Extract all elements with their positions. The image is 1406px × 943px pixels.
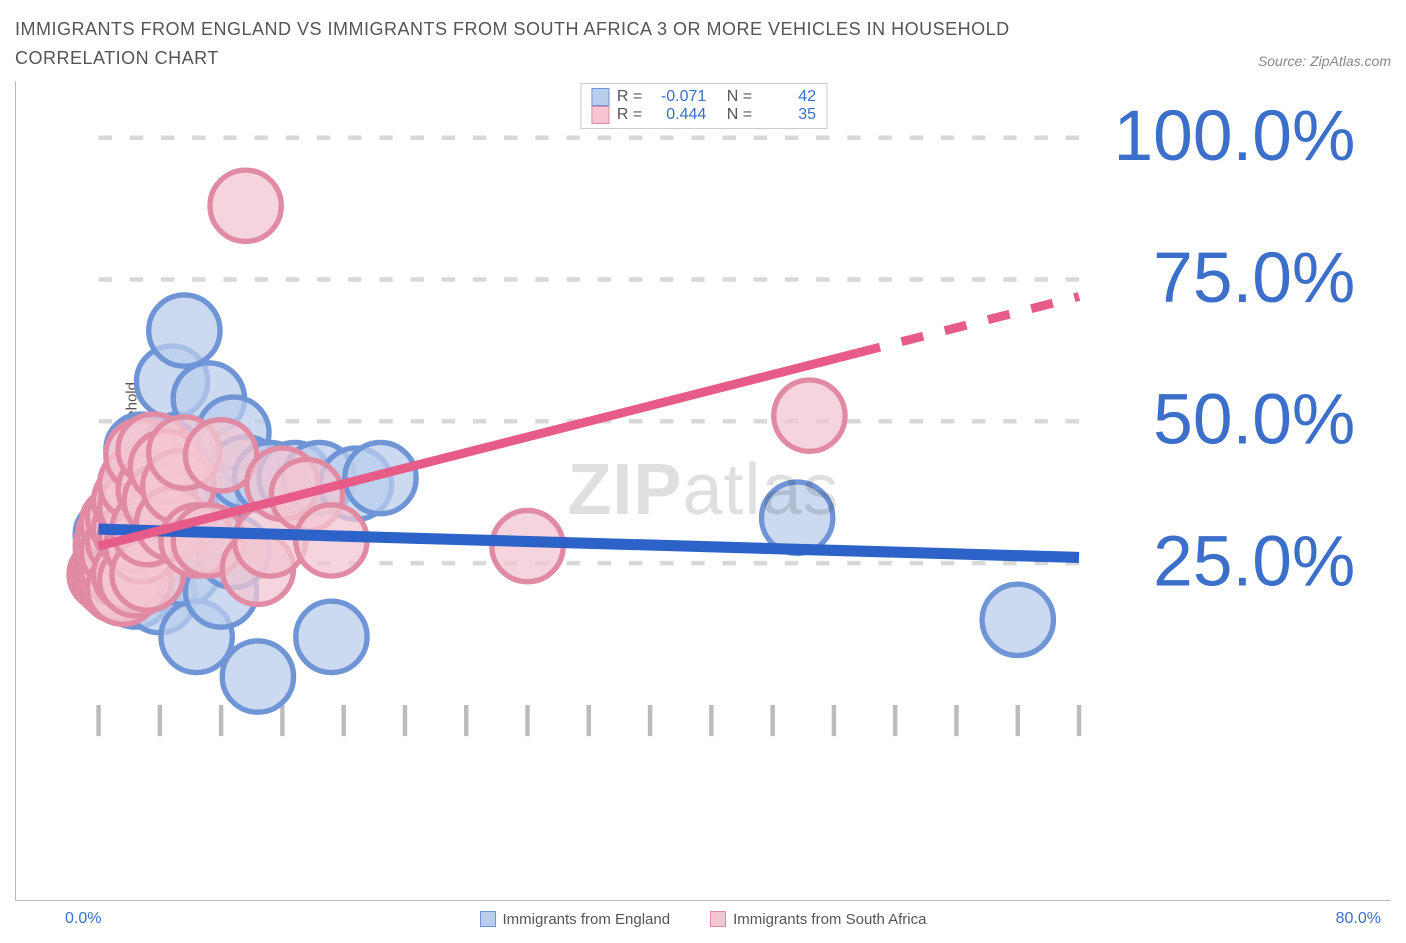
legend-label-2: Immigrants from South Africa [733, 911, 926, 928]
svg-text:100.0%: 100.0% [1114, 96, 1356, 176]
stats-row: R = -0.071 N = 42 [591, 88, 816, 106]
svg-text:25.0%: 25.0% [1153, 521, 1355, 601]
stats-legend-box: R = -0.071 N = 42 R = 0.444 N = 35 [580, 83, 827, 129]
stats-swatch [591, 88, 609, 106]
chart-container: 3 or more Vehicles in Household 25.0%50.… [15, 81, 1391, 901]
stats-r-label: R = [617, 106, 642, 124]
stats-r-label: R = [617, 88, 642, 106]
legend-item-2: Immigrants from South Africa [710, 911, 926, 928]
bottom-legend: 0.0% Immigrants from England Immigrants … [15, 911, 1391, 928]
stats-n-value: 42 [760, 88, 816, 106]
stats-n-label: N = [727, 88, 752, 106]
svg-text:75.0%: 75.0% [1153, 237, 1355, 317]
stats-n-label: N = [727, 106, 752, 124]
legend-swatch-1 [480, 911, 496, 927]
stats-swatch [591, 106, 609, 124]
stats-r-value: -0.071 [650, 88, 706, 106]
legend-label-1: Immigrants from England [503, 911, 671, 928]
chart-title: IMMIGRANTS FROM ENGLAND VS IMMIGRANTS FR… [15, 15, 1115, 73]
scatter-plot: 25.0% 50.0% 75.0% 100.0% [54, 81, 1391, 750]
legend-swatch-2 [710, 911, 726, 927]
x-axis-max: 80.0% [1336, 910, 1381, 928]
x-axis-min: 0.0% [65, 910, 101, 928]
stats-r-value: 0.444 [650, 106, 706, 124]
source-label: Source: ZipAtlas.com [1258, 53, 1391, 73]
stats-row: R = 0.444 N = 35 [591, 106, 816, 124]
svg-text:50.0%: 50.0% [1153, 379, 1355, 459]
stats-n-value: 35 [760, 106, 816, 124]
legend-item-1: Immigrants from England [480, 911, 671, 928]
